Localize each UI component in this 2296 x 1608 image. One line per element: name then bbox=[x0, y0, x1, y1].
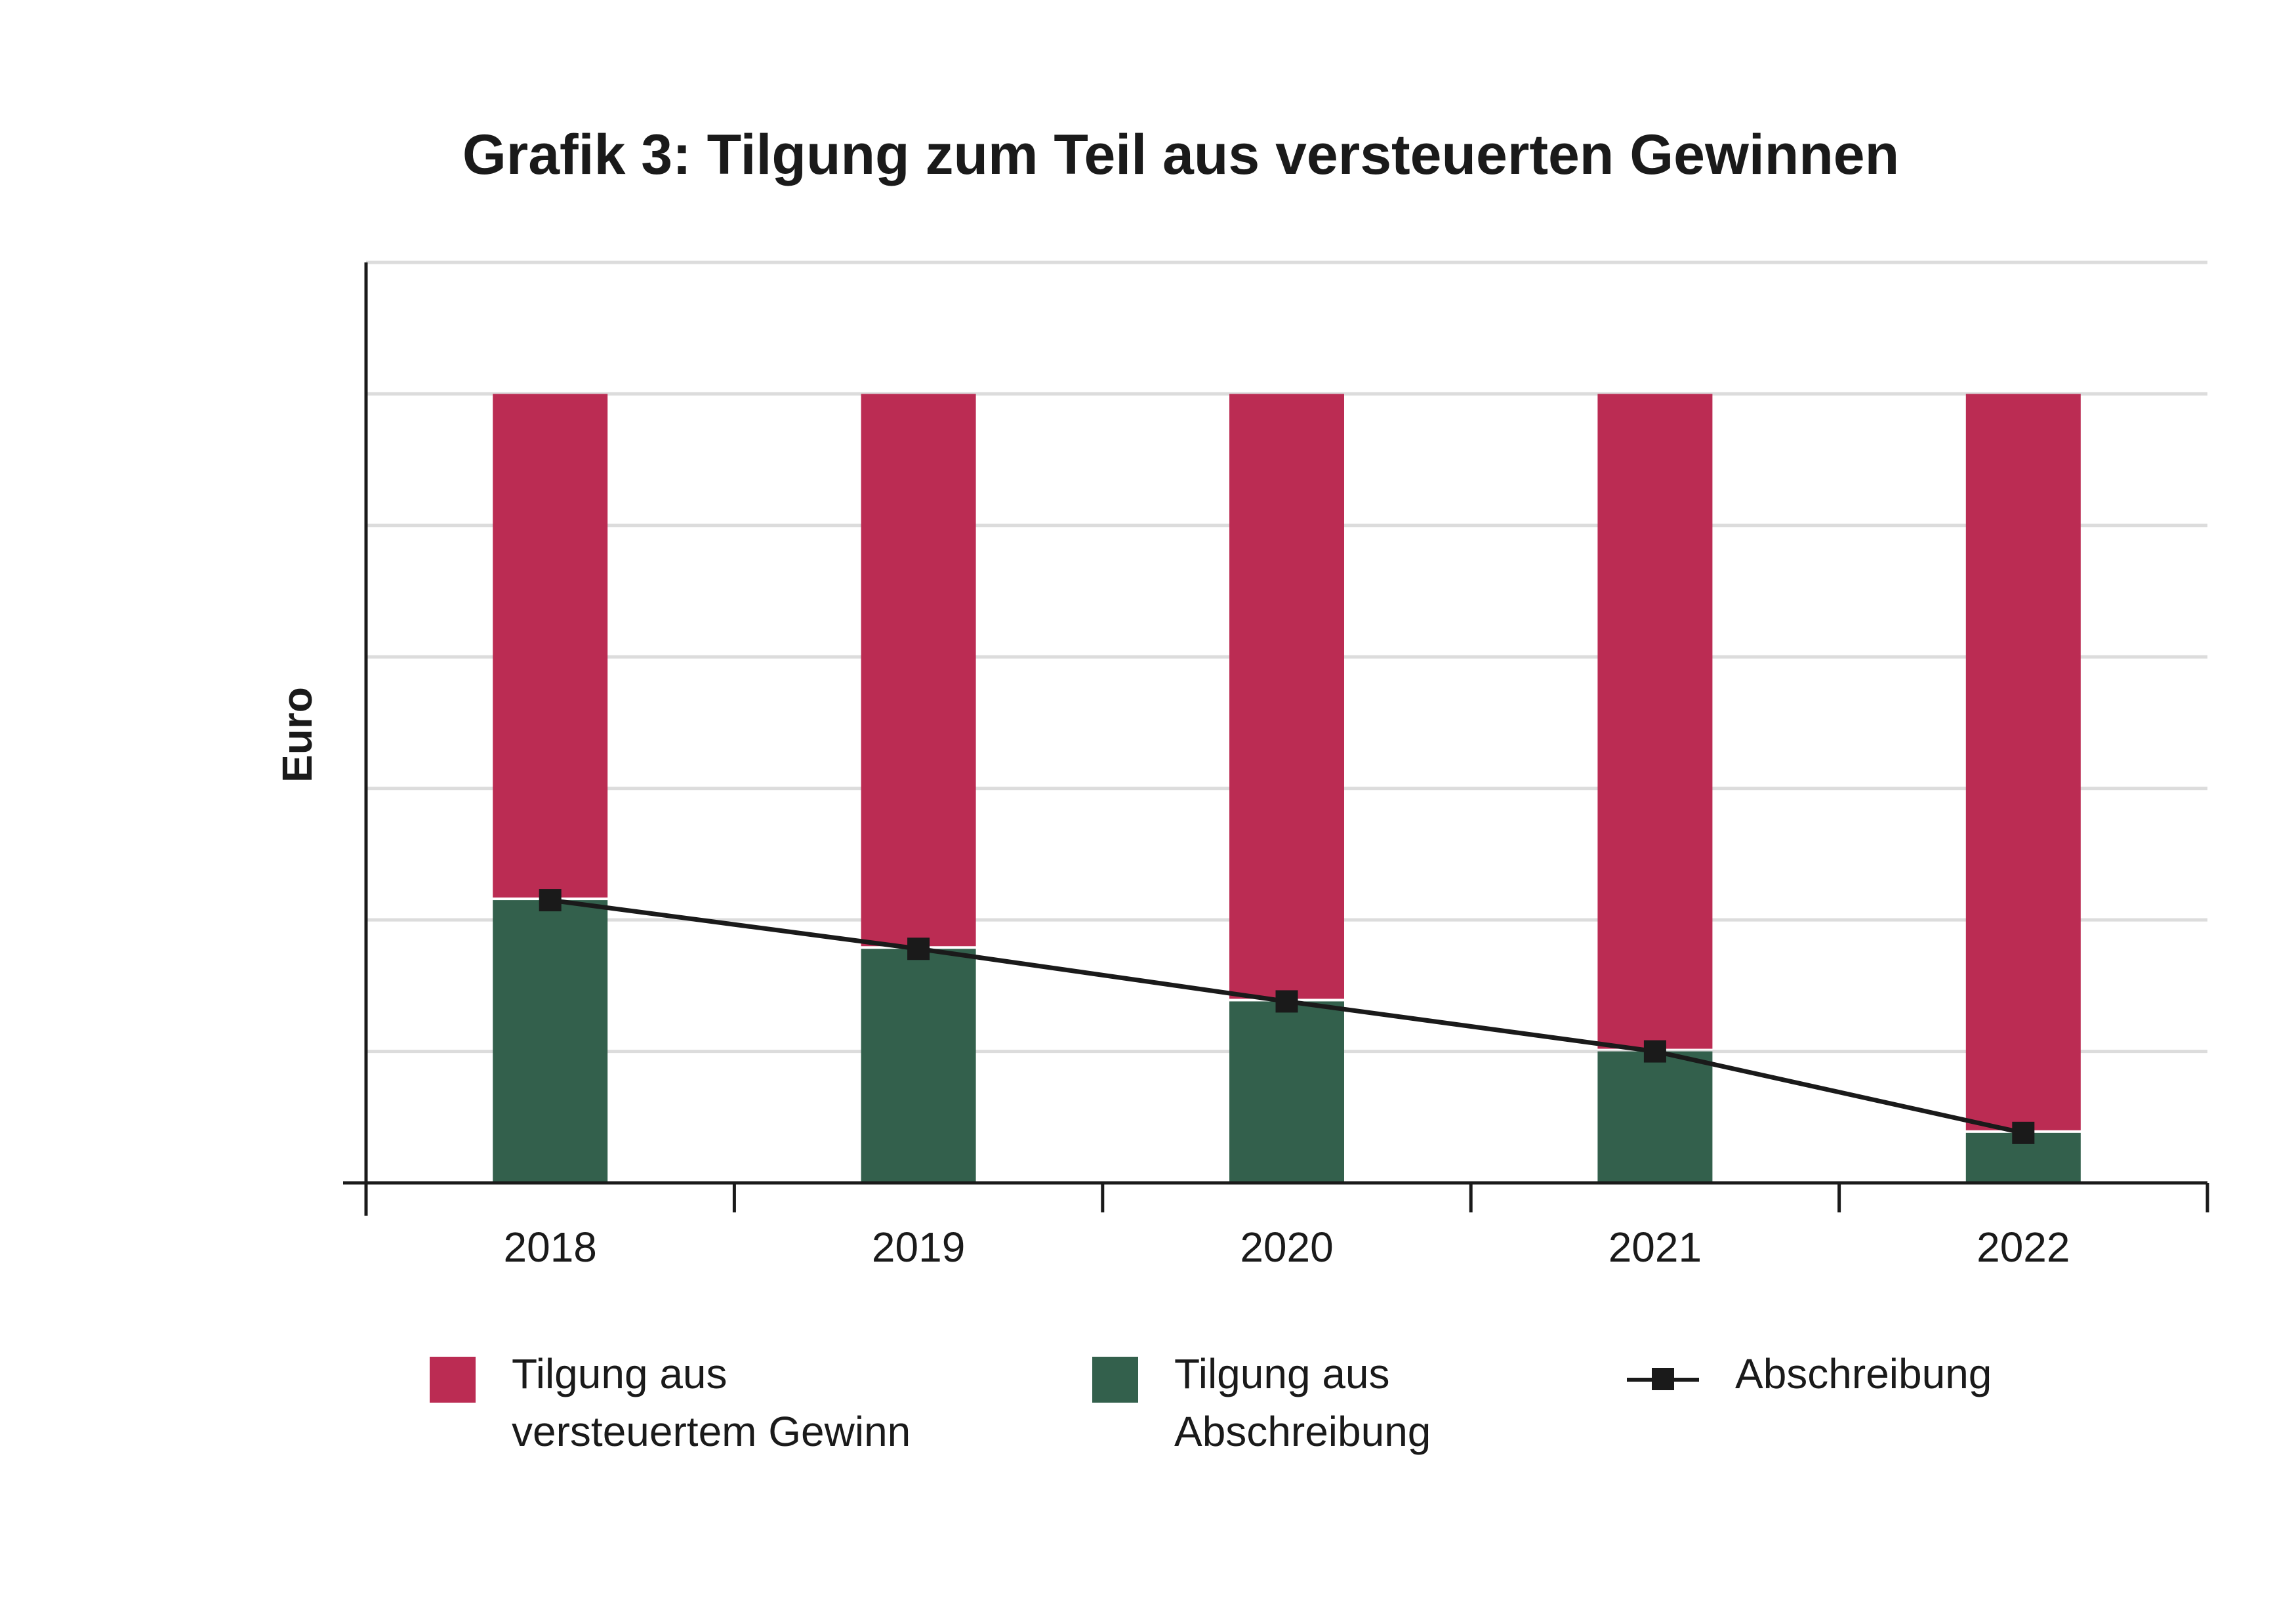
bar-tilgung-abschreibung-2020 bbox=[1229, 1001, 1344, 1183]
x-tick-label-2020: 2020 bbox=[1240, 1224, 1333, 1271]
x-tick-labels: 2018 2019 2020 2021 2022 bbox=[504, 1224, 2070, 1271]
bar-tilgung-gewinn-2018 bbox=[493, 394, 608, 898]
chart-title: Grafik 3: Tilgung zum Teil aus versteuer… bbox=[462, 123, 1899, 186]
abschreibung-point-2018 bbox=[539, 889, 562, 912]
bar-tilgung-abschreibung-2019 bbox=[861, 949, 976, 1183]
abschreibung-point-2020 bbox=[1275, 990, 1298, 1013]
legend-label-tilgung-abschreibung-line1: Tilgung aus bbox=[1174, 1350, 1390, 1397]
bar-tilgung-abschreibung-2018 bbox=[493, 900, 608, 1183]
legend-swatch-tilgung-abschreibung bbox=[1092, 1357, 1138, 1403]
legend-label-tilgung-gewinn: Tilgung aus versteuertem Gewinn bbox=[512, 1345, 911, 1460]
legend-label-abschreibung-line1: Abschreibung bbox=[1735, 1350, 1992, 1397]
x-tick-label-2019: 2019 bbox=[872, 1224, 965, 1271]
x-tick-label-2022: 2022 bbox=[1977, 1224, 2070, 1271]
abschreibung-point-2019 bbox=[907, 938, 930, 960]
axes bbox=[343, 262, 2209, 1216]
legend-label-tilgung-gewinn-line2: versteuertem Gewinn bbox=[512, 1408, 911, 1455]
legend-label-abschreibung: Abschreibung bbox=[1735, 1345, 1992, 1403]
abschreibung-line bbox=[539, 889, 2035, 1144]
legend-label-tilgung-abschreibung-line2: Abschreibung bbox=[1174, 1408, 1431, 1455]
bar-tilgung-gewinn-2020 bbox=[1229, 394, 1344, 999]
bar-tilgung-gewinn-2021 bbox=[1597, 394, 1713, 1049]
legend-swatch-tilgung-gewinn bbox=[430, 1357, 476, 1403]
legend: Tilgung aus versteuertem Gewinn Tilgung … bbox=[0, 1345, 2296, 1515]
legend-marker-abschreibung bbox=[1652, 1368, 1674, 1390]
legend-label-tilgung-gewinn-line1: Tilgung aus bbox=[512, 1350, 728, 1397]
y-axis-label: Euro bbox=[274, 687, 321, 783]
abschreibung-point-2021 bbox=[1643, 1040, 1666, 1063]
x-tick-label-2018: 2018 bbox=[504, 1224, 597, 1271]
bar-tilgung-abschreibung-2021 bbox=[1597, 1051, 1713, 1183]
legend-label-tilgung-abschreibung: Tilgung aus Abschreibung bbox=[1174, 1345, 1431, 1460]
bars bbox=[493, 394, 2081, 1183]
bar-tilgung-gewinn-2022 bbox=[1965, 394, 2081, 1130]
abschreibung-point-2022 bbox=[2012, 1121, 2035, 1144]
x-tick-label-2021: 2021 bbox=[1609, 1224, 1702, 1271]
bar-tilgung-gewinn-2019 bbox=[861, 394, 976, 947]
